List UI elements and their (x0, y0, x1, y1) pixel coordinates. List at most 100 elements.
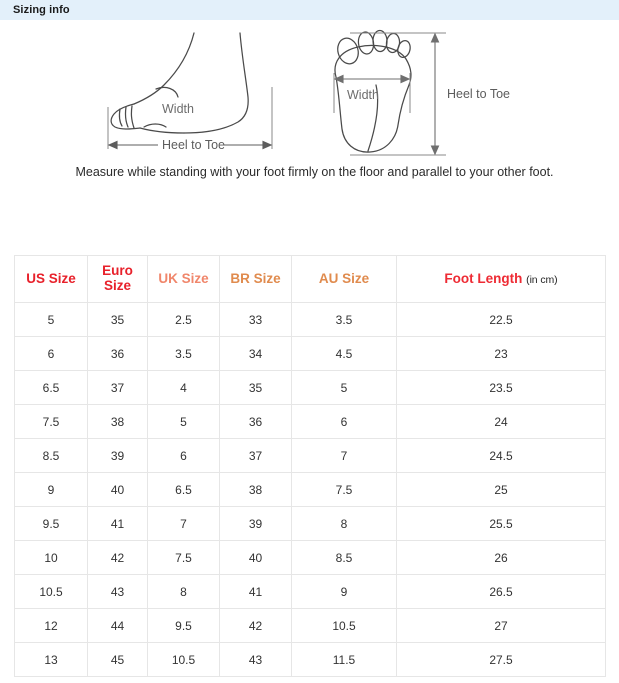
cell-r1-c5: 23 (396, 336, 606, 371)
cell-r10-c3: 43 (219, 642, 292, 677)
foot-top-view-diagram: Width Heel to Toe (333, 29, 510, 156)
cell-r9-c5: 27 (396, 608, 606, 643)
top-view-width-label: Width (347, 88, 379, 102)
cell-r7-c5: 26 (396, 540, 606, 575)
cell-r3-c2: 5 (147, 404, 220, 439)
cell-r5-c5: 25 (396, 472, 606, 507)
cell-r0-c4: 3.5 (291, 302, 397, 337)
cell-r0-c3: 33 (219, 302, 292, 337)
cell-r7-c4: 8.5 (291, 540, 397, 575)
cell-r2-c5: 23.5 (396, 370, 606, 405)
cell-r5-c3: 38 (219, 472, 292, 507)
cell-r6-c5: 25.5 (396, 506, 606, 541)
foot-length-label: Foot Length (444, 270, 523, 286)
foot-measurement-diagrams: Width Heel to Toe (0, 21, 619, 189)
size-chart-container: US Size Euro Size UK Size BR Size AU Siz… (0, 255, 619, 677)
foot-length-unit: (in cm) (526, 273, 558, 286)
cell-r4-c0: 8.5 (14, 438, 88, 473)
cell-r0-c0: 5 (14, 302, 88, 337)
table-row: 7.5 38 5 36 6 24 (14, 404, 606, 439)
cell-r9-c1: 44 (87, 608, 148, 643)
cell-r4-c1: 39 (87, 438, 148, 473)
cell-r3-c0: 7.5 (14, 404, 88, 439)
table-row: 9 40 6.5 38 7.5 25 (14, 472, 606, 507)
cell-r3-c5: 24 (396, 404, 606, 439)
cell-r7-c1: 42 (87, 540, 148, 575)
cell-r3-c4: 6 (291, 404, 397, 439)
cell-r10-c4: 11.5 (291, 642, 397, 677)
column-header-uk-size: UK Size (147, 255, 220, 303)
foot-side-view-diagram: Width Heel to Toe (107, 32, 272, 152)
cell-r6-c1: 41 (87, 506, 148, 541)
cell-r3-c3: 36 (219, 404, 292, 439)
cell-r10-c5: 27.5 (396, 642, 606, 677)
table-row: 9.5 41 7 39 8 25.5 (14, 506, 606, 541)
cell-r1-c2: 3.5 (147, 336, 220, 371)
size-chart-table: US Size Euro Size UK Size BR Size AU Siz… (14, 255, 606, 677)
cell-r6-c2: 7 (147, 506, 220, 541)
cell-r5-c4: 7.5 (291, 472, 397, 507)
side-view-length-label: Heel to Toe (162, 138, 225, 152)
table-row: 13 45 10.5 43 11.5 27.5 (14, 642, 606, 677)
cell-r6-c4: 8 (291, 506, 397, 541)
table-row: 12 44 9.5 42 10.5 27 (14, 608, 606, 643)
cell-r8-c0: 10.5 (14, 574, 88, 609)
cell-r4-c4: 7 (291, 438, 397, 473)
cell-r2-c0: 6.5 (14, 370, 88, 405)
cell-r5-c0: 9 (14, 472, 88, 507)
column-header-br-size: BR Size (219, 255, 292, 303)
diagram-row: Width Heel to Toe (0, 21, 619, 167)
cell-r5-c1: 40 (87, 472, 148, 507)
cell-r0-c5: 22.5 (396, 302, 606, 337)
cell-r4-c5: 24.5 (396, 438, 606, 473)
cell-r10-c0: 13 (14, 642, 88, 677)
table-row: 6 36 3.5 34 4.5 23 (14, 336, 606, 371)
cell-r3-c1: 38 (87, 404, 148, 439)
cell-r0-c2: 2.5 (147, 302, 220, 337)
column-header-euro-size: Euro Size (87, 255, 148, 303)
cell-r6-c3: 39 (219, 506, 292, 541)
cell-r8-c3: 41 (219, 574, 292, 609)
cell-r8-c1: 43 (87, 574, 148, 609)
cell-r6-c0: 9.5 (14, 506, 88, 541)
cell-r0-c1: 35 (87, 302, 148, 337)
cell-r5-c2: 6.5 (147, 472, 220, 507)
table-body: 5 35 2.5 33 3.5 22.5 6 36 3.5 34 4.5 23 6.5 37 4 35 5 23.… (14, 302, 606, 677)
cell-r2-c2: 4 (147, 370, 220, 405)
table-row: 6.5 37 4 35 5 23.5 (14, 370, 606, 405)
column-header-foot-length: Foot Length (in cm) (396, 255, 606, 303)
table-row: 5 35 2.5 33 3.5 22.5 (14, 302, 606, 337)
cell-r1-c0: 6 (14, 336, 88, 371)
cell-r2-c1: 37 (87, 370, 148, 405)
section-spacer (0, 189, 619, 255)
euro-label-line2: Size (103, 278, 131, 293)
column-header-us-size: US Size (14, 255, 88, 303)
cell-r2-c3: 35 (219, 370, 292, 405)
sizing-info-header-bar: Sizing info (0, 0, 619, 21)
measurement-instruction: Measure while standing with your foot fi… (75, 165, 554, 179)
top-view-length-label: Heel to Toe (447, 87, 510, 101)
cell-r4-c3: 37 (219, 438, 292, 473)
column-header-au-size: AU Size (291, 255, 397, 303)
page-title: Sizing info (13, 4, 70, 16)
cell-r9-c0: 12 (14, 608, 88, 643)
cell-r1-c3: 34 (219, 336, 292, 371)
cell-r9-c3: 42 (219, 608, 292, 643)
cell-r7-c3: 40 (219, 540, 292, 575)
table-header-row: US Size Euro Size UK Size BR Size AU Siz… (14, 255, 606, 303)
euro-label-line1: Euro (102, 263, 133, 279)
cell-r7-c0: 10 (14, 540, 88, 575)
cell-r8-c5: 26.5 (396, 574, 606, 609)
cell-r8-c2: 8 (147, 574, 220, 609)
cell-r8-c4: 9 (291, 574, 397, 609)
cell-r1-c1: 36 (87, 336, 148, 371)
cell-r9-c2: 9.5 (147, 608, 220, 643)
side-view-width-label: Width (162, 102, 194, 116)
cell-r10-c2: 10.5 (147, 642, 220, 677)
cell-r1-c4: 4.5 (291, 336, 397, 371)
cell-r10-c1: 45 (87, 642, 148, 677)
table-row: 8.5 39 6 37 7 24.5 (14, 438, 606, 473)
table-row: 10.5 43 8 41 9 26.5 (14, 574, 606, 609)
table-row: 10 42 7.5 40 8.5 26 (14, 540, 606, 575)
cell-r9-c4: 10.5 (291, 608, 397, 643)
